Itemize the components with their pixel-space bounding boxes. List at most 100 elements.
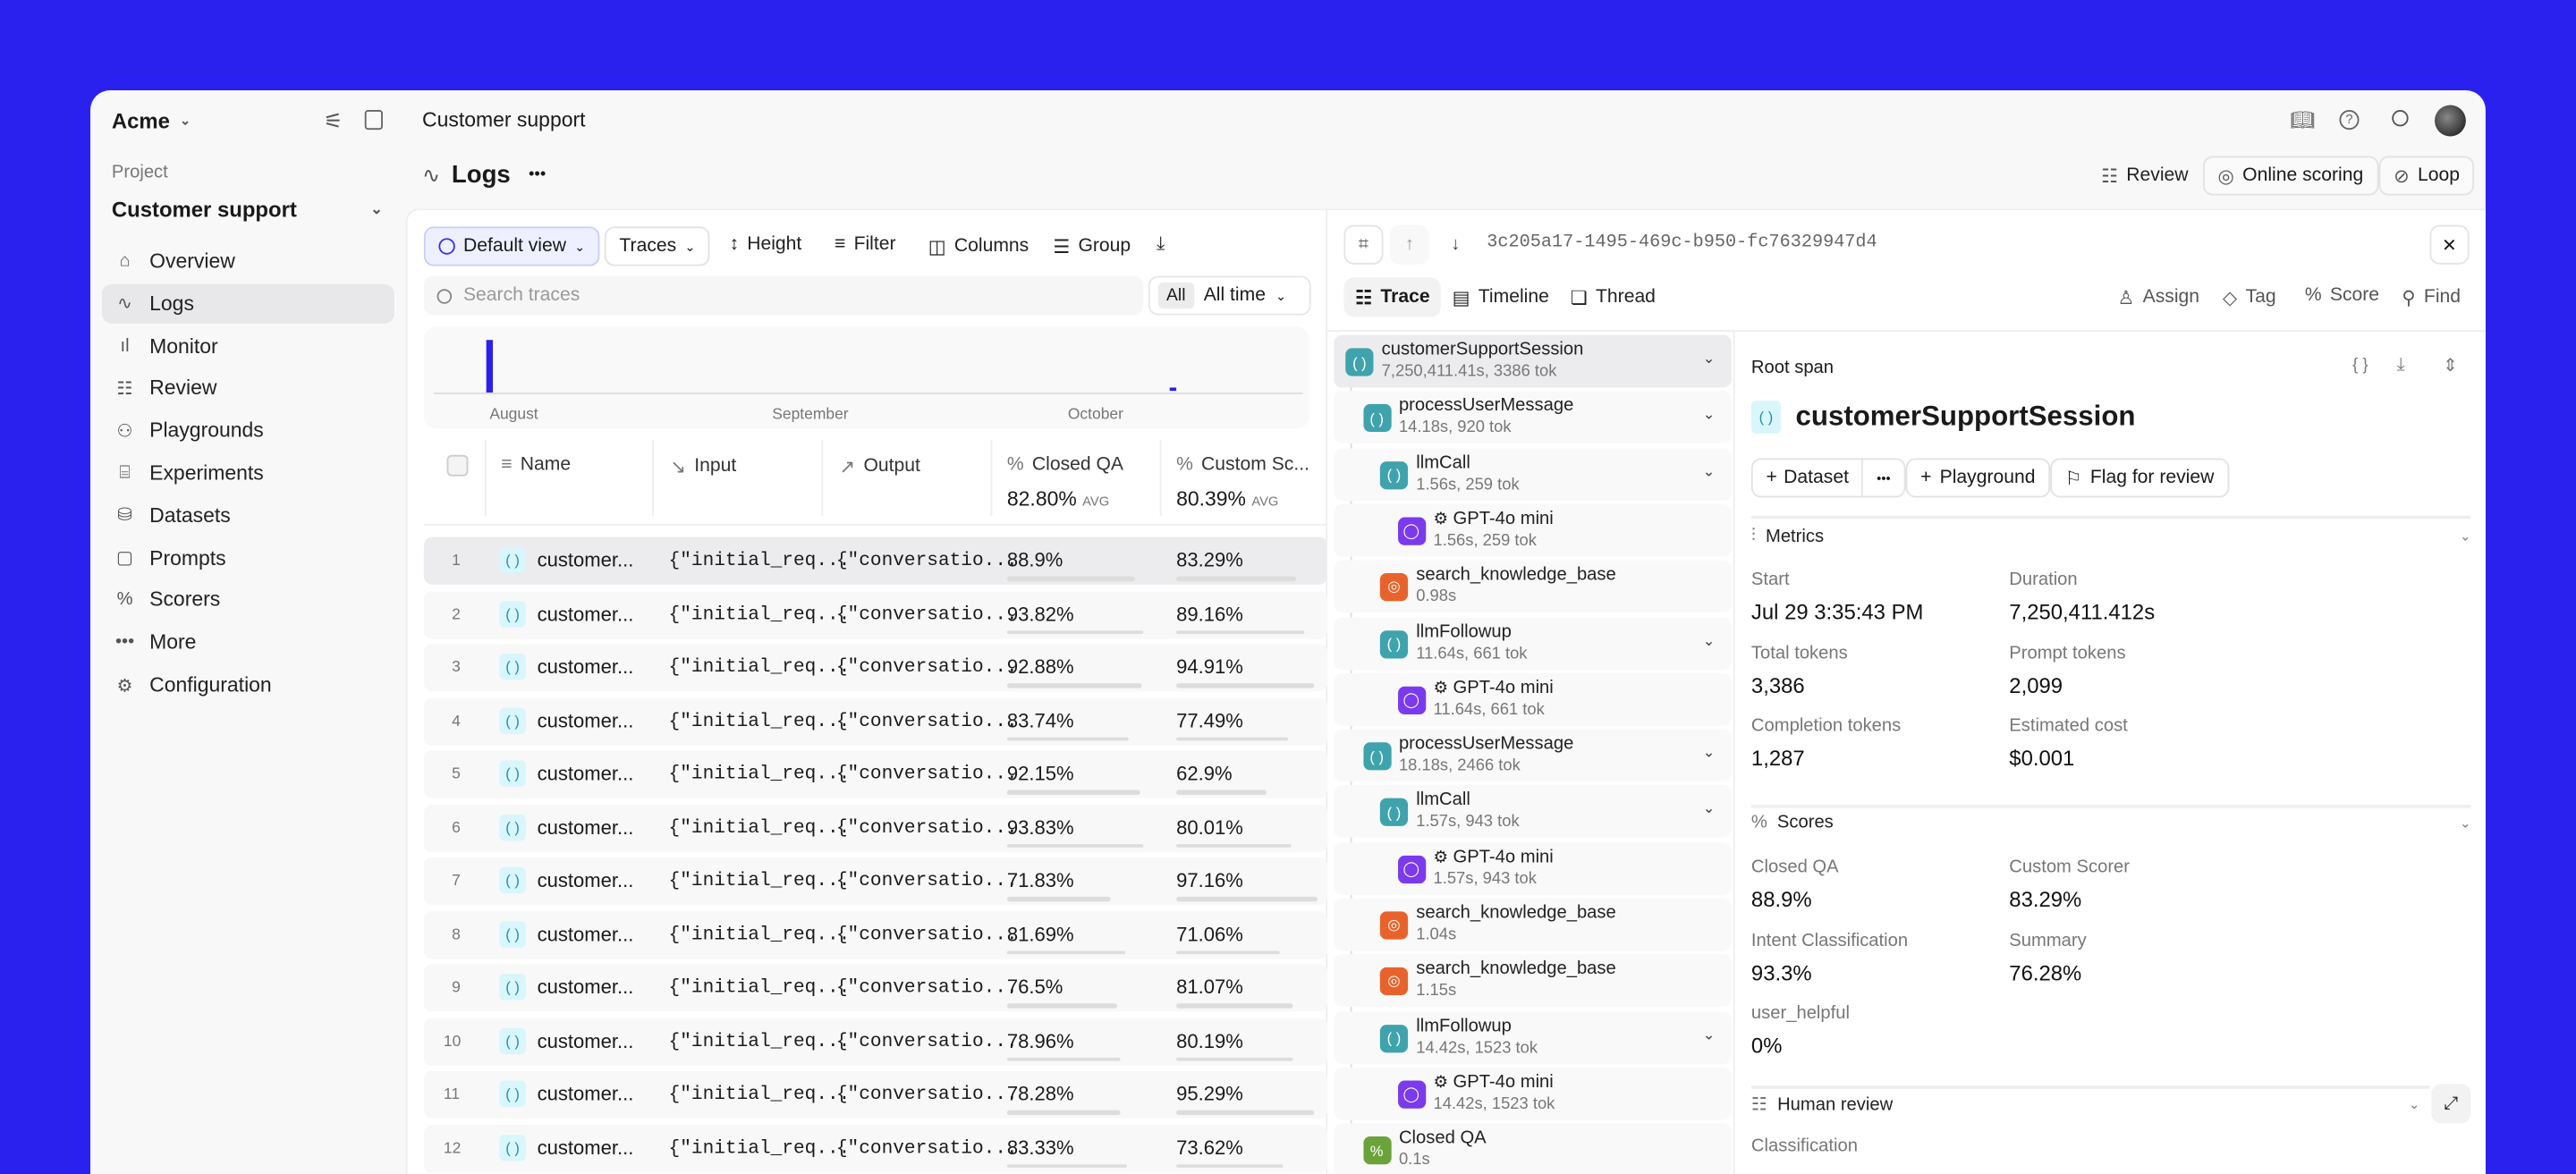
span-row[interactable]: ( ) llmCall 1.57s, 943 tok ⌄ (1334, 785, 1732, 839)
table-row[interactable]: 3 ( ) customer... {"initial_req... {"con… (423, 643, 1328, 692)
sidebar-item-datasets[interactable]: ⛁ Datasets (102, 495, 394, 535)
table-row[interactable]: 1 ( ) customer... {"initial_req... {"con… (423, 536, 1328, 585)
org-switcher[interactable]: Acme ⌄ (112, 108, 191, 133)
histogram[interactable]: August September October (423, 326, 1309, 429)
sidebar-item-scorers[interactable]: % Scorers (102, 580, 394, 620)
review-button[interactable]: ☷ Review (2101, 165, 2188, 188)
span-row[interactable]: ( ) processUserMessage 18.18s, 2466 tok … (1334, 729, 1732, 782)
download-icon[interactable]: ⤓ (2396, 354, 2405, 375)
table-row[interactable]: 4 ( ) customer... {"initial_req... {"con… (423, 697, 1328, 745)
breadcrumb[interactable]: Customer support (422, 108, 586, 131)
search-icon[interactable] (2392, 110, 2409, 127)
collapse-icon[interactable]: ⇕ (2443, 356, 2459, 376)
expand-icon[interactable]: ⤢ (2431, 1084, 2471, 1124)
tab-thread[interactable]: ❏ Thread (1571, 286, 1656, 308)
chevron-down-icon[interactable]: ⌄ (1702, 631, 1716, 648)
table-row[interactable]: 11 ( ) customer... {"initial_req... {"co… (423, 1070, 1328, 1119)
chevron-down-icon[interactable]: ⌄ (1702, 462, 1716, 479)
sidebar-item-prompts[interactable]: ▢ Prompts (102, 538, 394, 578)
sidebar-item-overview[interactable]: ⌂ Overview (102, 241, 394, 281)
chevron-down-icon[interactable]: ⌄ (1702, 744, 1716, 761)
span-row[interactable]: ◯ ⚙ GPT-4o mini 1.56s, 259 tok (1334, 503, 1732, 557)
download-button[interactable]: ⤓ (1157, 235, 1165, 257)
close-icon[interactable]: ✕ (2429, 224, 2470, 265)
sidebar-toggle-icon[interactable] (364, 110, 383, 131)
arrow-up-icon[interactable]: ↑ (1389, 224, 1429, 265)
span-row[interactable]: ( ) llmFollowup 11.64s, 661 tok ⌄ (1334, 616, 1732, 670)
table-row[interactable]: 8 ( ) customer... {"initial_req... {"con… (423, 910, 1328, 959)
table-row[interactable]: 10 ( ) customer... {"initial_req... {"co… (423, 1017, 1328, 1066)
arrow-down-icon[interactable]: ↓ (1451, 234, 1461, 255)
search-input[interactable]: Search traces (423, 275, 1144, 316)
metrics-section-header[interactable]: ⫶ Metrics ⌄ (1751, 526, 2470, 547)
more-button[interactable]: ••• (528, 165, 547, 184)
sidebar-item-review[interactable]: ☷ Review (102, 368, 394, 408)
help-icon[interactable]: ? (2339, 110, 2360, 131)
online-scoring-button[interactable]: ◎ Online scoring (2203, 156, 2378, 196)
flag-for-review-button[interactable]: ⚐ Flag for review (2050, 458, 2229, 498)
span-row[interactable]: ( ) processUserMessage 14.18s, 920 tok ⌄ (1334, 391, 1732, 444)
avatar[interactable] (2434, 105, 2466, 137)
scores-section-header[interactable]: % Scores ⌄ (1751, 813, 2470, 832)
chevron-down-icon[interactable]: ⌄ (1702, 406, 1716, 423)
add-dataset-button[interactable]: + Dataset (1753, 460, 1864, 496)
column-input[interactable]: ↘ Input (670, 455, 736, 478)
sidebar-item-logs[interactable]: ∿ Logs (101, 283, 394, 324)
view-selector[interactable]: Default view ⌄ (423, 226, 601, 266)
add-playground-button[interactable]: + Playground (1905, 458, 2051, 498)
span-row[interactable]: ◎ search_knowledge_base 1.15s (1334, 954, 1732, 1008)
column-output[interactable]: ↗ Output (840, 455, 920, 478)
sidebar-item-configuration[interactable]: ⚙ Configuration (102, 665, 394, 705)
height-button[interactable]: ↕ Height (729, 235, 801, 255)
span-row[interactable]: ( ) llmCall 1.56s, 259 tok ⌄ (1334, 447, 1732, 501)
time-range-selector[interactable]: All All time ⌄ (1148, 275, 1311, 316)
sidebar-item-experiments[interactable]: ⌸ Experiments (102, 453, 394, 493)
span-row[interactable]: ◎ search_knowledge_base 0.98s (1334, 560, 1732, 613)
more-button[interactable]: ••• (1877, 470, 1891, 486)
chevron-down-icon[interactable]: ⌄ (1702, 1026, 1716, 1043)
table-row[interactable]: 7 ( ) customer... {"initial_req... {"con… (423, 857, 1328, 906)
sidebar-item-monitor[interactable]: ıl Monitor (102, 326, 394, 366)
loop-button[interactable]: ⊘ Loop (2378, 156, 2475, 196)
span-row[interactable]: ◯ ⚙ GPT-4o mini 14.42s, 1523 tok (1334, 1067, 1732, 1120)
project-selector[interactable]: Customer support ⌄ (112, 197, 383, 222)
book-icon[interactable]: 📖︎ (2290, 108, 2316, 131)
span-row[interactable]: ◯ ⚙ GPT-4o mini 11.64s, 661 tok (1334, 672, 1732, 726)
broadcast-icon: ◎ (2217, 167, 2234, 188)
tag-button[interactable]: ◇ Tag (2223, 286, 2276, 308)
column-name[interactable]: ≡ Name (501, 455, 571, 475)
table-row[interactable]: 6 ( ) customer... {"initial_req... {"con… (423, 804, 1328, 852)
traces-selector[interactable]: Traces ⌄ (604, 226, 711, 266)
human-review-section-header[interactable]: ☷ Human review ⌄ (1751, 1094, 2420, 1115)
span-row[interactable]: ( ) customerSupportSession 7,250,411.41s… (1334, 334, 1732, 388)
table-row[interactable]: 12 ( ) customer... {"initial_req... {"co… (423, 1124, 1328, 1172)
sidebar-item-playgrounds[interactable]: ⚇ Playgrounds (102, 411, 394, 451)
score-button[interactable]: % Score (2305, 286, 2379, 306)
json-icon[interactable]: { } (2352, 356, 2368, 375)
span-name: llmCall (1416, 790, 1470, 811)
table-row[interactable]: 9 ( ) customer... {"initial_req... {"con… (423, 964, 1328, 1012)
span-row[interactable]: ( ) llmFollowup 14.42s, 1523 tok ⌄ (1334, 1010, 1732, 1064)
table-row[interactable]: 2 ( ) customer... {"initial_req... {"con… (423, 590, 1328, 638)
find-button[interactable]: ⚲ Find (2402, 286, 2461, 308)
span-row[interactable]: ◎ search_knowledge_base 1.04s (1334, 898, 1732, 951)
chevron-down-icon[interactable]: ⌄ (1702, 350, 1716, 367)
column-closed-qa[interactable]: % Closed QA (1007, 455, 1123, 475)
row-number: 12 (443, 1138, 462, 1157)
filter-button[interactable]: ≡ Filter (835, 235, 895, 255)
chevron-down-icon[interactable]: ⌄ (1702, 800, 1716, 817)
review-label: Review (2126, 165, 2189, 186)
group-button[interactable]: ☰ Group (1053, 235, 1131, 258)
select-all-checkbox[interactable] (446, 454, 469, 477)
column-custom-scorer[interactable]: % Custom Sc... (1176, 455, 1309, 475)
sliders-icon[interactable]: ⚟ (323, 108, 343, 133)
columns-button[interactable]: ◫ Columns (928, 235, 1030, 258)
span-row[interactable]: ◯ ⚙ GPT-4o mini 1.57s, 943 tok (1334, 841, 1732, 895)
assign-button[interactable]: ♙ Assign (2118, 286, 2200, 308)
span-row[interactable]: % Closed QA 0.1s (1334, 1123, 1732, 1174)
sidebar-item-more[interactable]: ••• More (102, 622, 394, 662)
tab-trace[interactable]: ☷ Trace (1343, 277, 1442, 317)
table-row[interactable]: 5 ( ) customer... {"initial_req... {"con… (423, 750, 1328, 798)
tab-timeline[interactable]: ▤ Timeline (1453, 286, 1549, 308)
focus-icon[interactable]: ⌗ (1343, 224, 1384, 265)
